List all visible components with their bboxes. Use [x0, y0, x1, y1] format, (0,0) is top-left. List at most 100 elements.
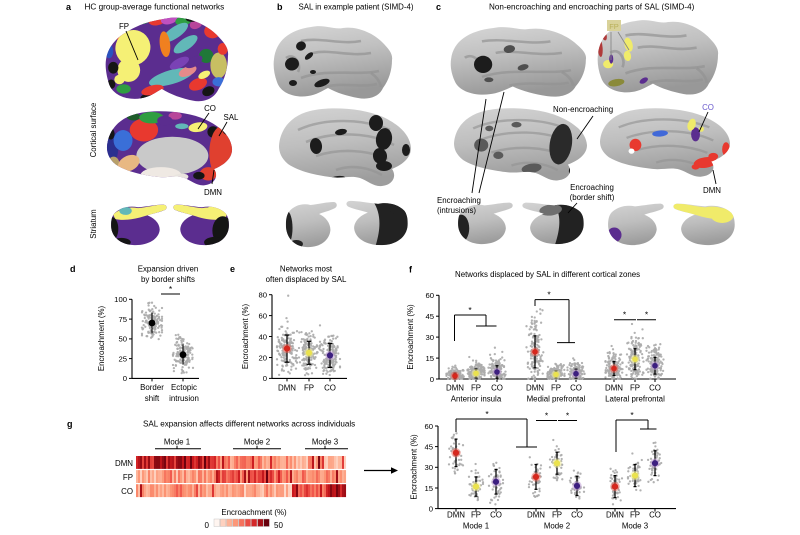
svg-text:SAL in example patient (SIMD-4: SAL in example patient (SIMD-4)	[298, 3, 413, 12]
svg-text:shift: shift	[145, 394, 160, 403]
svg-text:Encroachment (%): Encroachment (%)	[221, 508, 287, 517]
svg-text:40: 40	[258, 332, 267, 341]
svg-text:DMN: DMN	[527, 511, 545, 520]
svg-text:d: d	[70, 264, 76, 274]
svg-text:CO: CO	[121, 487, 133, 496]
svg-text:Networks most: Networks most	[280, 265, 333, 274]
svg-text:0: 0	[430, 375, 434, 384]
svg-text:CO: CO	[324, 384, 336, 393]
svg-text:DMN: DMN	[115, 459, 133, 468]
svg-text:FP: FP	[471, 384, 481, 393]
svg-text:(border shift): (border shift)	[570, 193, 615, 202]
svg-text:Lateral prefrontal: Lateral prefrontal	[605, 395, 665, 404]
svg-text:0: 0	[205, 521, 210, 530]
svg-text:Encroachment (%): Encroachment (%)	[241, 303, 250, 369]
svg-text:DMN: DMN	[526, 384, 544, 393]
svg-text:g: g	[67, 419, 73, 429]
svg-text:FP: FP	[551, 384, 561, 393]
svg-text:DMN: DMN	[447, 511, 465, 520]
svg-text:FP: FP	[304, 384, 314, 393]
svg-text:Mode 3: Mode 3	[312, 438, 339, 447]
svg-text:15: 15	[424, 484, 433, 493]
svg-text:100: 100	[114, 295, 127, 304]
svg-text:45: 45	[425, 312, 434, 321]
svg-text:(intrusions): (intrusions)	[437, 206, 476, 215]
svg-text:FP: FP	[630, 384, 640, 393]
svg-text:DMN: DMN	[605, 384, 623, 393]
svg-text:*: *	[169, 284, 173, 294]
svg-text:60: 60	[424, 422, 433, 431]
svg-text:Encroachment (%): Encroachment (%)	[410, 434, 419, 500]
svg-text:Non-encroaching: Non-encroaching	[553, 105, 613, 114]
svg-text:c: c	[436, 2, 441, 12]
svg-text:Cortical surface: Cortical surface	[89, 102, 98, 157]
svg-text:CO: CO	[570, 384, 582, 393]
svg-text:*: *	[566, 411, 570, 421]
svg-text:CO: CO	[649, 511, 661, 520]
svg-text:*: *	[630, 410, 634, 420]
svg-text:CO: CO	[702, 103, 714, 112]
svg-text:Networks displaced by SAL in d: Networks displaced by SAL in different c…	[455, 270, 640, 279]
svg-text:*: *	[645, 310, 649, 320]
svg-text:Ectopic: Ectopic	[171, 383, 197, 392]
svg-text:CO: CO	[490, 511, 502, 520]
svg-text:often displaced by SAL: often displaced by SAL	[266, 275, 347, 284]
svg-text:SAL: SAL	[224, 113, 240, 122]
svg-text:DMN: DMN	[703, 186, 721, 195]
svg-text:DMN: DMN	[204, 188, 222, 197]
svg-text:FP: FP	[123, 473, 133, 482]
svg-text:FP: FP	[471, 511, 481, 520]
svg-text:50: 50	[274, 521, 283, 530]
svg-text:Border: Border	[140, 383, 164, 392]
svg-text:80: 80	[258, 291, 267, 300]
svg-text:20: 20	[258, 353, 267, 362]
svg-text:0: 0	[263, 374, 267, 383]
svg-text:SAL expansion affects differen: SAL expansion affects different networks…	[143, 420, 355, 429]
svg-text:*: *	[547, 290, 551, 300]
svg-text:Mode 3: Mode 3	[622, 522, 649, 531]
svg-text:*: *	[623, 310, 627, 320]
svg-text:0: 0	[429, 504, 433, 513]
svg-text:Encroaching: Encroaching	[437, 196, 481, 205]
svg-text:Encroachment (%): Encroachment (%)	[406, 304, 415, 370]
svg-text:FP: FP	[609, 22, 619, 31]
svg-text:intrusion: intrusion	[169, 394, 199, 403]
svg-text:FP: FP	[119, 22, 129, 31]
svg-text:60: 60	[258, 311, 267, 320]
svg-text:DMN: DMN	[278, 384, 296, 393]
svg-text:CO: CO	[649, 384, 661, 393]
svg-text:Encroachment (%): Encroachment (%)	[97, 305, 106, 371]
svg-text:Medial prefrontal: Medial prefrontal	[527, 395, 586, 404]
svg-text:30: 30	[425, 333, 434, 342]
svg-text:FP: FP	[630, 511, 640, 520]
svg-text:DMN: DMN	[446, 384, 464, 393]
svg-text:Non-encroaching and encroachin: Non-encroaching and encroaching parts of…	[489, 3, 695, 12]
svg-text:Expansion driven: Expansion driven	[138, 265, 199, 274]
svg-text:*: *	[545, 411, 549, 421]
svg-text:DMN: DMN	[606, 511, 624, 520]
svg-text:CO: CO	[204, 104, 216, 113]
svg-text:50: 50	[118, 335, 127, 344]
svg-text:b: b	[277, 2, 283, 12]
svg-text:25: 25	[118, 354, 127, 363]
svg-text:Anterior insula: Anterior insula	[451, 395, 502, 404]
svg-text:Mode 1: Mode 1	[164, 438, 190, 447]
svg-text:CO: CO	[571, 511, 583, 520]
svg-text:*: *	[485, 409, 489, 419]
svg-text:a: a	[66, 2, 72, 12]
svg-text:HC group-average functional ne: HC group-average functional networks	[85, 3, 225, 12]
svg-text:CO: CO	[491, 384, 503, 393]
svg-text:f: f	[409, 265, 413, 275]
svg-text:Mode 2: Mode 2	[544, 522, 570, 531]
svg-text:e: e	[230, 264, 235, 274]
svg-text:Encroaching: Encroaching	[570, 183, 614, 192]
svg-text:30: 30	[424, 463, 433, 472]
svg-text:FP: FP	[552, 511, 562, 520]
svg-text:0: 0	[123, 374, 127, 383]
svg-text:Mode 1: Mode 1	[463, 522, 489, 531]
svg-text:Striatum: Striatum	[89, 209, 98, 239]
svg-text:60: 60	[425, 291, 434, 300]
svg-text:15: 15	[425, 354, 434, 363]
svg-text:75: 75	[118, 315, 127, 324]
svg-text:*: *	[468, 305, 472, 315]
